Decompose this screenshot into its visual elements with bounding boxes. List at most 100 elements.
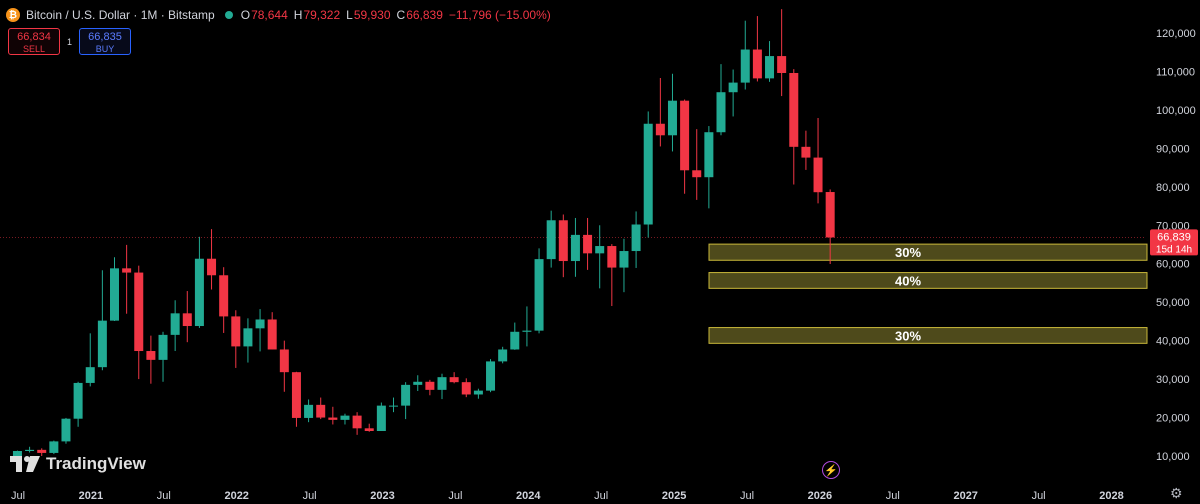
candle-body[interactable] bbox=[449, 377, 459, 383]
candle-body[interactable] bbox=[364, 428, 374, 432]
candle-body[interactable] bbox=[570, 234, 580, 262]
spread-value: 1 bbox=[67, 37, 73, 47]
sell-button[interactable]: 66,834 SELL bbox=[8, 28, 60, 55]
y-axis-label: 60,000 bbox=[1156, 259, 1190, 271]
candle-body[interactable] bbox=[243, 328, 253, 347]
candle-body[interactable] bbox=[134, 272, 144, 352]
candle-body[interactable] bbox=[607, 246, 617, 268]
candle-body[interactable] bbox=[12, 451, 22, 460]
candle-body[interactable] bbox=[158, 334, 168, 360]
low-value: 59,930 bbox=[353, 8, 391, 22]
lightning-icon[interactable]: ⚡ bbox=[822, 461, 840, 479]
candle-body[interactable] bbox=[498, 349, 508, 362]
candle-body[interactable] bbox=[401, 384, 411, 406]
candle-body[interactable] bbox=[595, 246, 605, 254]
candle-body[interactable] bbox=[316, 404, 326, 418]
candle-body[interactable] bbox=[267, 319, 277, 350]
candle-body[interactable] bbox=[461, 382, 471, 395]
candle-body[interactable] bbox=[752, 49, 762, 79]
candle-body[interactable] bbox=[716, 92, 726, 133]
zone-label: 30% bbox=[895, 328, 921, 343]
x-axis-label: 2026 bbox=[808, 490, 832, 502]
candle-body[interactable] bbox=[291, 372, 301, 418]
candle-body[interactable] bbox=[219, 275, 229, 317]
zone-box[interactable] bbox=[708, 272, 1148, 289]
candle-body[interactable] bbox=[231, 316, 241, 347]
x-axis-label: Jul bbox=[157, 490, 171, 502]
candle-body[interactable] bbox=[777, 56, 787, 73]
x-axis-label: 2024 bbox=[516, 490, 541, 502]
price-tag-countdown: 15d 14h bbox=[1156, 244, 1192, 255]
zone-box[interactable] bbox=[708, 327, 1148, 344]
zone-label: 40% bbox=[895, 273, 921, 288]
candle-body[interactable] bbox=[534, 259, 544, 331]
candle-body[interactable] bbox=[110, 268, 119, 321]
candle-body[interactable] bbox=[61, 418, 71, 442]
x-axis-label: Jul bbox=[740, 490, 754, 502]
y-axis-label: 80,000 bbox=[1156, 182, 1190, 194]
tradingview-logo-icon bbox=[10, 456, 40, 472]
candle-body[interactable] bbox=[801, 146, 811, 158]
candle-body[interactable] bbox=[304, 404, 314, 418]
candle-body[interactable] bbox=[340, 415, 350, 420]
candle-body[interactable] bbox=[328, 417, 338, 420]
y-axis-label: 120,000 bbox=[1156, 28, 1196, 40]
open-value: 78,644 bbox=[251, 8, 288, 22]
candle-body[interactable] bbox=[583, 234, 593, 254]
candle-body[interactable] bbox=[631, 224, 641, 252]
candle-body[interactable] bbox=[352, 415, 362, 429]
candle-body[interactable] bbox=[643, 123, 653, 225]
candle-body[interactable] bbox=[655, 123, 665, 136]
buy-button[interactable]: 66,835 BUY bbox=[79, 28, 131, 55]
gear-icon[interactable]: ⚙ bbox=[1170, 485, 1183, 501]
candle-body[interactable] bbox=[825, 192, 835, 238]
candle-body[interactable] bbox=[473, 390, 483, 395]
candle-body[interactable] bbox=[619, 251, 629, 268]
candle-body[interactable] bbox=[437, 377, 447, 390]
candle-body[interactable] bbox=[388, 405, 398, 407]
x-axis-label: 2027 bbox=[953, 490, 977, 502]
buy-price: 66,835 bbox=[88, 31, 122, 43]
candle-body[interactable] bbox=[510, 331, 520, 350]
bitcoin-icon: ₿ bbox=[6, 8, 20, 22]
candle-body[interactable] bbox=[279, 349, 289, 373]
candle-body[interactable] bbox=[97, 320, 107, 368]
sell-price: 66,834 bbox=[17, 31, 51, 43]
candle-body[interactable] bbox=[122, 268, 132, 273]
candle-body[interactable] bbox=[376, 405, 386, 432]
candle-body[interactable] bbox=[740, 49, 750, 83]
candle-body[interactable] bbox=[85, 367, 95, 383]
candle-body[interactable] bbox=[667, 100, 677, 136]
y-axis-label: 70,000 bbox=[1156, 220, 1190, 232]
symbol-header[interactable]: ₿ Bitcoin / U.S. Dollar · 1M · Bitstamp … bbox=[6, 6, 557, 24]
candle-body[interactable] bbox=[680, 100, 690, 171]
candle-body[interactable] bbox=[765, 56, 775, 79]
candle-body[interactable] bbox=[25, 449, 35, 452]
y-axis-label: 10,000 bbox=[1156, 451, 1190, 463]
candle-body[interactable] bbox=[546, 220, 556, 260]
candle-body[interactable] bbox=[49, 441, 59, 453]
candle-body[interactable] bbox=[146, 351, 156, 360]
candle-body[interactable] bbox=[170, 313, 180, 335]
candle-body[interactable] bbox=[255, 319, 265, 329]
symbol-title[interactable]: Bitcoin / U.S. Dollar · 1M · Bitstamp bbox=[26, 8, 215, 22]
candle-body[interactable] bbox=[182, 313, 192, 327]
candle-body[interactable] bbox=[558, 220, 568, 262]
candle-body[interactable] bbox=[73, 382, 83, 419]
candle-body[interactable] bbox=[194, 258, 204, 327]
candle-body[interactable] bbox=[789, 72, 799, 147]
candle-body[interactable] bbox=[207, 258, 217, 276]
candle-body[interactable] bbox=[486, 361, 496, 391]
candle-body[interactable] bbox=[522, 330, 532, 332]
candle-body[interactable] bbox=[425, 381, 435, 390]
candle-body[interactable] bbox=[704, 132, 714, 178]
candle-body[interactable] bbox=[813, 157, 823, 193]
x-axis-label: Jul bbox=[303, 490, 317, 502]
candle-body[interactable] bbox=[413, 381, 423, 385]
candle-body[interactable] bbox=[37, 449, 47, 453]
candle-body[interactable] bbox=[692, 170, 702, 178]
candle-body[interactable] bbox=[728, 82, 738, 93]
tradingview-logo[interactable]: TradingView bbox=[10, 454, 146, 474]
zone-box[interactable] bbox=[708, 243, 1148, 261]
